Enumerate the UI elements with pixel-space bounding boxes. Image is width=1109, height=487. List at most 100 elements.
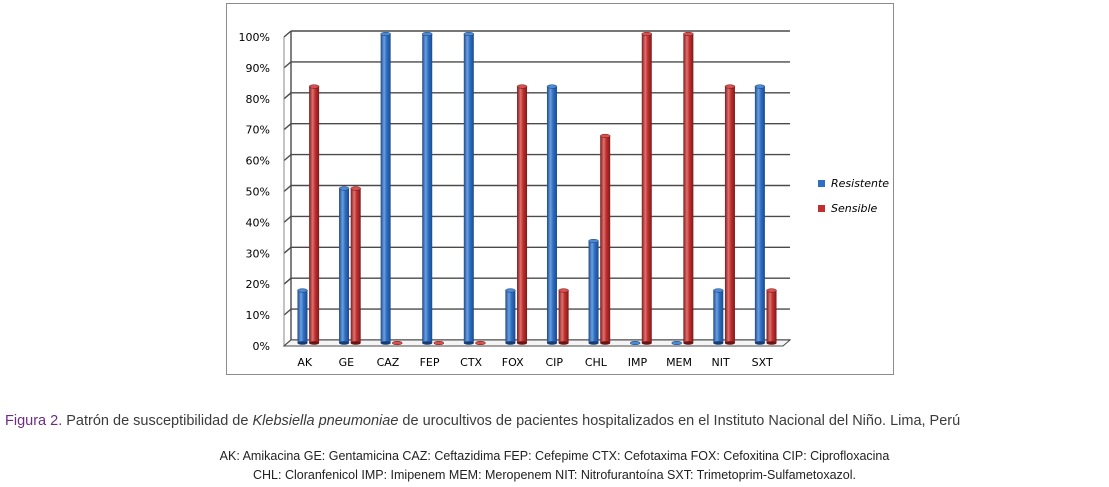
bar-sensible-ctx [475, 340, 486, 346]
x-tick-label: CHL [585, 356, 608, 369]
bar-resistente-nit [713, 288, 724, 345]
bar-resistente-fox [505, 288, 516, 345]
bar-sensible-ak [308, 84, 320, 345]
bar-top [558, 288, 569, 293]
bar-body [339, 188, 350, 343]
bar-resistente-imp [629, 340, 641, 346]
x-tick-label: GE [339, 356, 355, 369]
y-tick-label: 80% [246, 93, 270, 106]
bar-chart: 0% 10% 20% 30% 40% 50% 60% 70% 80% 90% 100% AK GE CAZ… [239, 30, 792, 369]
bar-sensible-chl [599, 133, 611, 345]
chart-frame: 0% 10% 20% 30% 40% 50% 60% 70% 80% 90% 100% AK GE CAZ… [226, 3, 894, 375]
x-tick-label: CAZ [377, 356, 400, 369]
legend: Resistente Sensible [818, 171, 889, 221]
bar-body [588, 241, 599, 343]
bar-base [600, 341, 611, 345]
bar-base [724, 341, 735, 345]
bar-body [641, 34, 652, 343]
bar-top [380, 31, 391, 37]
bar-resistente-fep [421, 31, 433, 345]
x-tick-label: MEM [666, 356, 692, 369]
bar-base [339, 341, 350, 345]
legend-label-resistente: Resistente [831, 177, 890, 190]
bar-top [713, 288, 724, 293]
bar-base [641, 341, 652, 345]
bar-body [309, 86, 320, 343]
bar-base [588, 341, 599, 345]
bar-top [421, 31, 433, 37]
bar-body [546, 86, 557, 343]
x-tick-label: NIT [712, 356, 730, 369]
x-tick-label: FEP [420, 356, 440, 369]
gridline-depth [283, 184, 292, 193]
bar-sensible-fox [516, 84, 528, 345]
gridline-depth [283, 61, 292, 69]
bar-body [713, 290, 724, 343]
bar-resistente-chl [588, 238, 599, 345]
chart-floor [282, 339, 792, 347]
bar-body [517, 86, 528, 343]
bar-top [588, 238, 599, 244]
gridline-depth [283, 308, 292, 316]
bar-top [754, 84, 766, 89]
abbreviations-line-1: AK: Amikacina GE: Gentamicina CAZ: Cefta… [219, 449, 890, 463]
bar-sensible-sxt [766, 288, 777, 345]
bar-resistente-ak [297, 288, 308, 345]
x-tick-label: IMP [628, 356, 648, 369]
gridline-depth [283, 92, 292, 100]
y-tick-label: 40% [246, 216, 270, 229]
bar-resistente-mem [671, 340, 682, 346]
x-tick-label: AK [297, 356, 313, 369]
bar-base [546, 341, 557, 345]
y-tick-label: 50% [246, 186, 270, 199]
bar-body [463, 34, 474, 343]
bar-top [766, 288, 777, 293]
bar-top [516, 84, 528, 89]
legend-item-sensible: Sensible [818, 196, 889, 221]
bar-base [350, 341, 361, 345]
bar-base [380, 341, 391, 345]
y-tick-label: 10% [246, 309, 270, 322]
y-tick-label: 30% [246, 247, 270, 260]
bar-resistente-ctx [463, 31, 475, 345]
figure-caption: Figura 2. Patrón de susceptibilidad de K… [5, 413, 960, 429]
bar-top [350, 186, 361, 191]
bar-sensible-imp [641, 31, 653, 345]
gridline-depth [283, 123, 292, 131]
caption-text-after: de urocultivos de pacientes hospitalizad… [398, 413, 961, 429]
bar-sensible-cip [558, 288, 569, 345]
bar-base [422, 341, 433, 345]
gridline-depth [283, 154, 292, 162]
bar-base [297, 341, 308, 345]
bar-body [724, 86, 735, 343]
bar-top [505, 288, 516, 293]
bar-top [308, 84, 320, 89]
bar-base [683, 341, 694, 345]
bar-top [338, 186, 350, 191]
abbreviations-line-2: CHL: Cloranfenicol IMP: Imipenem MEM: Me… [253, 468, 856, 482]
bar-sensible-mem [683, 31, 694, 345]
legend-swatch-sensible [818, 205, 825, 212]
bar-top [392, 340, 403, 346]
bar-base [766, 341, 777, 345]
gridline-depth [283, 246, 292, 254]
bar-top [433, 340, 445, 346]
bar-base [754, 341, 765, 345]
bar-top [463, 31, 475, 37]
bar-top [671, 340, 682, 346]
bar-top [297, 288, 308, 293]
bar-body [600, 135, 611, 343]
y-tick-label: 70% [246, 124, 270, 137]
y-tick-label: 0% [253, 340, 270, 353]
bar-body [350, 188, 361, 343]
bar-top [599, 133, 611, 139]
bar-resistente-cip [546, 84, 558, 345]
bar-base [713, 341, 724, 345]
caption-species: Klebsiella pneumoniae [252, 413, 399, 429]
x-tick-label: SXT [752, 356, 773, 369]
bar-base [309, 341, 320, 345]
bar-top [475, 340, 486, 346]
bar-sensible-nit [724, 84, 736, 345]
bar-sensible-ge [350, 186, 361, 345]
bar-body [380, 34, 391, 343]
